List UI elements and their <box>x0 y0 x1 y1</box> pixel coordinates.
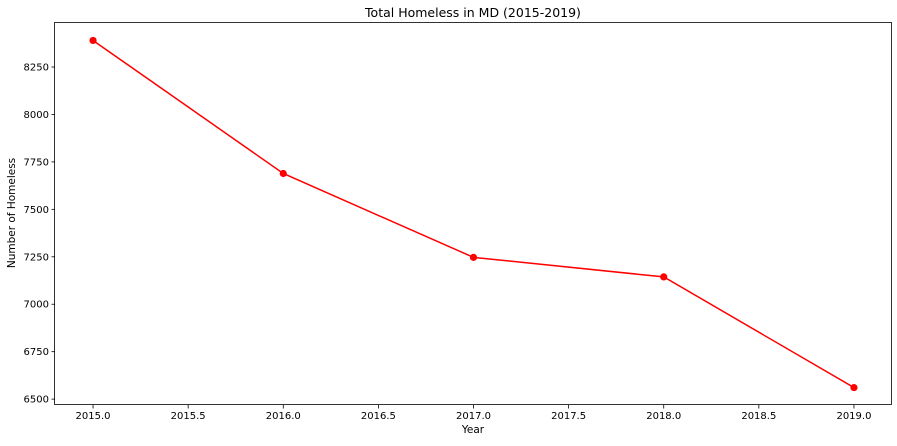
y-tick-label: 6750 <box>24 347 49 358</box>
x-tick-label: 2015.5 <box>171 411 206 422</box>
data-point <box>850 383 858 392</box>
plot-area-frame <box>54 22 892 405</box>
x-tick-label: 2018.5 <box>741 411 776 422</box>
y-tick-label: 8000 <box>24 110 49 121</box>
y-tick-label: 8250 <box>24 63 49 74</box>
y-tick-label: 7000 <box>24 300 49 311</box>
y-tick-label: 6500 <box>24 395 49 406</box>
x-axis-label: Year <box>461 424 485 436</box>
data-point <box>89 36 97 45</box>
chart-title: Total Homeless in MD (2015-2019) <box>364 5 581 20</box>
x-tick-label: 2018.0 <box>646 411 681 422</box>
data-point <box>660 273 668 281</box>
x-tick-label: 2016.5 <box>361 411 396 422</box>
y-tick-label: 7500 <box>24 205 49 216</box>
series-line <box>92 39 855 389</box>
series-layer <box>89 36 858 392</box>
x-axis: 2015.0 2015.5 2016.0 2016.5 2017.0 2017.5 2018… <box>76 405 871 422</box>
y-axis: 6500 6750 7000 7250 7500 7750 8000 8250 <box>24 63 55 406</box>
x-tick-label: 2015.0 <box>76 411 111 422</box>
data-point <box>279 169 287 178</box>
x-tick-label: 2017.0 <box>456 411 491 422</box>
x-tick-label: 2017.5 <box>551 411 586 422</box>
x-tick-label: 2019.0 <box>836 411 871 422</box>
y-tick-label: 7750 <box>24 157 49 168</box>
y-tick-label: 7250 <box>24 252 49 263</box>
x-tick-label: 2016.0 <box>266 411 301 422</box>
y-axis-label: Number of Homeless <box>6 158 18 268</box>
data-point <box>469 253 478 261</box>
